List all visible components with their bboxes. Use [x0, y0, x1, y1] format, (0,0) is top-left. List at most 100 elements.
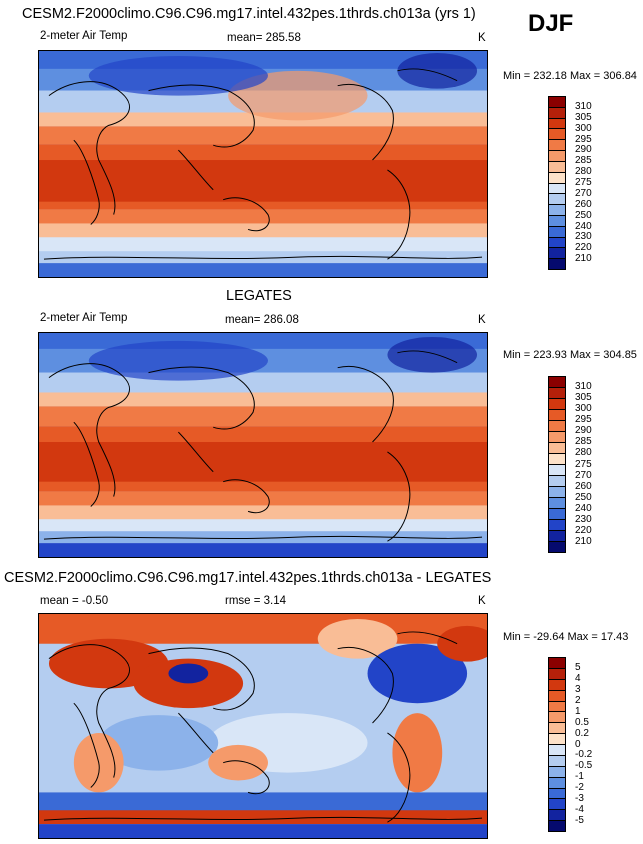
- colorbar-swatch: [549, 712, 565, 724]
- colorbar-tick-label: 0.2: [575, 727, 589, 739]
- colorbar-swatch: [549, 194, 565, 206]
- colorbar-swatch: [549, 410, 565, 421]
- colorbar-swatch: [549, 658, 565, 669]
- colorbar-tick-label: 210: [575, 253, 592, 265]
- colorbar-swatch: [549, 810, 565, 822]
- colorbar-tick-label: 260: [575, 480, 592, 492]
- panel3-mean-label: mean = -0.50: [40, 595, 109, 607]
- colorbar-tick-label: -1: [575, 771, 584, 783]
- colorbar-swatch: [549, 377, 565, 388]
- panel2-colorbar: [548, 376, 566, 553]
- colorbar-swatch: [549, 259, 565, 269]
- colorbar-swatch: [549, 237, 565, 249]
- colorbar-swatch: [549, 509, 565, 520]
- panel2-map-graphic: [39, 333, 487, 557]
- colorbar-swatch: [549, 248, 565, 260]
- colorbar-tick-label: 2: [575, 694, 581, 706]
- colorbar-swatch: [549, 723, 565, 735]
- colorbar-tick-label: 5: [575, 661, 581, 673]
- colorbar-swatch: [549, 542, 565, 552]
- colorbar-swatch: [549, 821, 565, 831]
- colorbar-tick-label: 285: [575, 436, 592, 448]
- colorbar-tick-label: 285: [575, 155, 592, 167]
- panel2-map: [38, 332, 488, 558]
- colorbar-tick-label: 230: [575, 231, 592, 243]
- colorbar-swatch: [549, 799, 565, 811]
- panel3-rmse-label: rmse = 3.14: [225, 595, 287, 607]
- colorbar-swatch: [549, 140, 565, 152]
- colorbar-tick-label: 230: [575, 513, 592, 525]
- panel1-map-graphic: [39, 51, 487, 277]
- panel1-map: [38, 50, 488, 278]
- colorbar-tick-label: 0: [575, 738, 581, 750]
- colorbar-tick-label: 305: [575, 392, 592, 404]
- colorbar-tick-label: 4: [575, 672, 581, 684]
- colorbar-swatch: [549, 129, 565, 141]
- panel1-title: CESM2.F2000climo.C96.C96.mg17.intel.432p…: [22, 6, 476, 22]
- colorbar-swatch: [549, 97, 565, 108]
- colorbar-tick-label: 295: [575, 414, 592, 426]
- panel2-variable-label: 2-meter Air Temp: [40, 312, 128, 324]
- panel1-minmax: Min = 232.18 Max = 306.84: [503, 70, 637, 82]
- colorbar-tick-label: 240: [575, 220, 592, 232]
- colorbar-tick-label: 220: [575, 524, 592, 536]
- colorbar-tick-label: 240: [575, 502, 592, 514]
- colorbar-swatch: [549, 498, 565, 509]
- colorbar-swatch: [549, 465, 565, 476]
- colorbar-tick-label: -3: [575, 793, 584, 805]
- colorbar-tick-label: -4: [575, 804, 584, 816]
- colorbar-swatch: [549, 679, 565, 691]
- season-label: DJF: [528, 10, 574, 37]
- colorbar-swatch: [549, 432, 565, 443]
- colorbar-tick-label: 220: [575, 242, 592, 254]
- panel1-variable-label: 2-meter Air Temp: [40, 30, 128, 42]
- panel2-minmax: Min = 223.93 Max = 304.85: [503, 349, 637, 361]
- colorbar-tick-label: 210: [575, 535, 592, 547]
- colorbar-swatch: [549, 766, 565, 778]
- colorbar-swatch: [549, 421, 565, 432]
- colorbar-tick-label: 3: [575, 683, 581, 695]
- colorbar-swatch: [549, 487, 565, 498]
- colorbar-tick-label: 310: [575, 381, 592, 393]
- colorbar-tick-label: 250: [575, 491, 592, 503]
- colorbar-swatch: [549, 388, 565, 399]
- colorbar-tick-label: 290: [575, 425, 592, 437]
- colorbar-tick-label: 290: [575, 144, 592, 156]
- colorbar-tick-label: 300: [575, 122, 592, 134]
- colorbar-tick-label: 275: [575, 458, 592, 470]
- colorbar-tick-label: -2: [575, 782, 584, 794]
- colorbar-tick-label: 280: [575, 447, 592, 459]
- colorbar-swatch: [549, 690, 565, 702]
- colorbar-tick-label: -0.5: [575, 760, 593, 772]
- colorbar-swatch: [549, 788, 565, 800]
- colorbar-swatch: [549, 161, 565, 173]
- colorbar-tick-label: -0.2: [575, 749, 593, 761]
- colorbar-tick-label: 295: [575, 133, 592, 145]
- panel3-units-label: K: [478, 595, 486, 607]
- colorbar-swatch: [549, 205, 565, 216]
- colorbar-tick-label: 0.5: [575, 716, 589, 728]
- colorbar-swatch: [549, 118, 565, 130]
- colorbar-swatch: [549, 531, 565, 542]
- panel1-colorbar: [548, 96, 566, 270]
- colorbar-swatch: [549, 107, 565, 119]
- colorbar-swatch: [549, 151, 565, 162]
- colorbar-swatch: [549, 454, 565, 465]
- colorbar-tick-label: 270: [575, 469, 592, 481]
- colorbar-tick-label: 280: [575, 166, 592, 178]
- colorbar-tick-label: 300: [575, 403, 592, 415]
- colorbar-tick-label: 260: [575, 198, 592, 210]
- colorbar-swatch: [549, 734, 565, 745]
- panel3-map: [38, 613, 488, 839]
- colorbar-tick-label: 275: [575, 177, 592, 188]
- colorbar-swatch: [549, 701, 565, 713]
- panel2-units-label: K: [478, 314, 486, 326]
- panel2-mean-label: mean= 286.08: [225, 314, 299, 326]
- panel1-mean-label: mean= 285.58: [227, 32, 301, 44]
- colorbar-tick-label: 310: [575, 100, 592, 112]
- panel3-minmax: Min = -29.64 Max = 17.43: [503, 631, 629, 643]
- colorbar-swatch: [549, 399, 565, 410]
- colorbar-swatch: [549, 668, 565, 680]
- colorbar-swatch: [549, 183, 565, 195]
- colorbar-swatch: [549, 520, 565, 531]
